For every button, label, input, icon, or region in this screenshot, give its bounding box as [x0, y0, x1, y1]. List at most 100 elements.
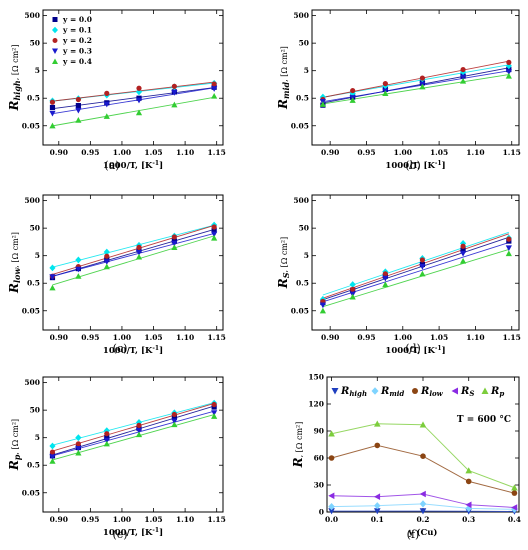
y-tick-label: 500 — [293, 11, 309, 20]
y-tick-label: 50 — [30, 406, 40, 415]
data-point — [135, 109, 143, 116]
x-tick-label: 1.05 — [144, 148, 162, 157]
data-point — [75, 449, 82, 456]
data-point — [465, 467, 473, 474]
x-tick-label: 1.15 — [503, 333, 521, 342]
legend-label: Rhigh — [340, 386, 367, 398]
y-tick-label: 500 — [293, 196, 309, 205]
x-tick-label: 1.05 — [144, 515, 162, 524]
y-tick-label: 0.5 — [27, 279, 40, 288]
legend-label: y = 0.1 — [62, 26, 92, 35]
y-tick-label: 60 — [314, 454, 324, 463]
data-point — [136, 85, 142, 91]
y-axis-label: Rmid, [Ω cm²] — [276, 46, 291, 110]
data-point — [506, 236, 512, 242]
data-point — [459, 74, 467, 81]
y-axis-label: Rhigh, [Ω cm²] — [7, 44, 22, 111]
chart-panel: 0.05 0.5 5 50 500 0.90 0.95 1.00 1.05 1.10 1.15 100… — [276, 9, 521, 172]
plot-frame — [42, 376, 224, 513]
y-tick-label: 50 — [30, 224, 40, 233]
legend-marker — [412, 388, 418, 394]
data-point — [49, 284, 56, 291]
panel-caption: (d) — [405, 342, 421, 355]
data-point — [75, 434, 82, 442]
x-tick-label: 0.90 — [321, 333, 339, 342]
data-point — [505, 72, 512, 79]
legend-marker — [52, 58, 58, 64]
legend-label: y = 0.3 — [62, 47, 92, 56]
y-axis-label: Rlow, [Ω cm²] — [7, 232, 22, 294]
chart-panel: 0 30 60 90 120 150 0.0 0.1 0.2 0.3 0.4 y (Cu) R, [Ω … — [291, 373, 521, 542]
x-tick-label: 0.90 — [50, 515, 68, 524]
data-point — [328, 455, 335, 461]
chart-panel: 0.05 0.5 5 50 500 0.90 0.95 1.00 1.05 1.10 1.15 100… — [276, 194, 521, 356]
x-axis-label: 1000/T, [K-1] — [103, 160, 163, 171]
data-point — [419, 257, 425, 263]
data-point — [419, 508, 427, 515]
data-point — [211, 92, 218, 99]
legend-label: Rp — [490, 386, 504, 398]
data-point — [349, 293, 356, 300]
x-tick-label: 0.1 — [371, 515, 384, 524]
y-tick-label: 5 — [35, 433, 40, 442]
data-point — [49, 264, 56, 272]
data-point — [419, 75, 425, 81]
panel-caption: (e) — [112, 528, 127, 541]
y-tick-label: 0 — [319, 508, 324, 517]
data-point — [373, 493, 381, 500]
y-axis-label: RS, [Ω cm²] — [276, 237, 291, 290]
x-tick-label: 0.0 — [325, 515, 338, 524]
y-tick-label: 30 — [314, 481, 324, 490]
y-axis-label: Rp, [Ω cm²] — [7, 419, 22, 471]
x-tick-label: 0.95 — [357, 148, 375, 157]
x-tick-label: 1.15 — [208, 148, 226, 157]
data-point — [171, 414, 177, 421]
data-point — [505, 250, 512, 257]
data-point — [211, 401, 217, 408]
x-axis-label: y (Cu) — [408, 527, 438, 538]
y-tick-label: 500 — [24, 378, 40, 387]
data-point — [103, 248, 110, 256]
y-tick-label: 0.05 — [291, 306, 309, 315]
plot-frame — [42, 9, 224, 146]
data-point — [171, 83, 177, 89]
chart-panel: 0.05 0.5 5 50 500 0.90 0.95 1.00 1.05 1.10 1.15 100… — [7, 194, 226, 356]
y-tick-label: 90 — [314, 427, 324, 436]
y-tick-label: 0.5 — [27, 94, 40, 103]
data-point — [511, 504, 518, 511]
data-point — [171, 244, 178, 250]
data-point — [373, 508, 381, 515]
data-point — [211, 410, 218, 416]
data-point — [419, 270, 426, 277]
x-tick-label: 1.10 — [466, 148, 484, 157]
data-point — [211, 413, 218, 419]
data-point — [373, 502, 381, 510]
data-point — [319, 101, 326, 107]
data-point — [49, 274, 56, 280]
data-point — [171, 411, 177, 418]
y-tick-label: 0.05 — [22, 121, 40, 130]
legend-marker — [52, 26, 58, 34]
data-point — [459, 250, 467, 257]
x-tick-label: 0.90 — [50, 333, 68, 342]
data-point — [419, 421, 427, 428]
data-point — [419, 264, 426, 270]
data-point — [49, 449, 56, 455]
data-point — [103, 440, 110, 447]
data-point — [505, 69, 512, 76]
data-point — [171, 418, 178, 425]
y-tick-label: 500 — [24, 11, 40, 20]
data-point — [328, 508, 335, 515]
data-point — [49, 442, 56, 450]
x-tick-label: 0.3 — [462, 515, 475, 524]
data-point — [349, 281, 356, 288]
x-tick-label: 0.90 — [50, 148, 68, 157]
data-point — [75, 273, 82, 279]
data-point — [104, 431, 110, 437]
x-tick-label: 0.95 — [81, 148, 99, 157]
data-point — [211, 231, 218, 238]
y-axis-label: R, [Ω cm²] — [291, 422, 305, 469]
x-axis-label: 1000/T, [K-1] — [385, 345, 445, 356]
data-point — [419, 83, 426, 90]
data-point — [75, 441, 81, 447]
